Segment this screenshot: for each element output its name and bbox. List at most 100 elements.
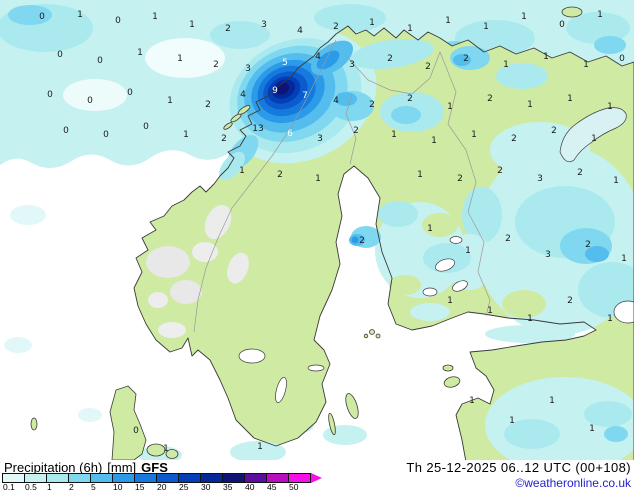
legend-cell (91, 474, 113, 482)
precip-value: 1 (607, 314, 613, 324)
legend-bar (2, 473, 311, 483)
map-canvas: 0 1 0 1 1 2 3 4 2 1 1 1 1 1 0 1 0 0 1 1 2 3 5 4 3 2 2 2 1 1 1 0 0 0 0 1 2 4 9 7… (0, 0, 634, 473)
precip-value: 0 (115, 16, 121, 26)
precip-value: 2 (567, 296, 573, 306)
precip-value: 0 (143, 122, 149, 132)
precip-value: 1 (597, 10, 603, 20)
waterbodies-layer (238, 107, 634, 403)
precip-value: 2 (353, 126, 359, 136)
precip-value: 1 (177, 54, 183, 64)
legend-cell (223, 474, 245, 482)
legend-cell (179, 474, 201, 482)
precip-value: 1 (445, 16, 451, 26)
precip-value: 2 (369, 100, 375, 110)
precip-value: 1 (137, 48, 143, 58)
precip-value: 1 (257, 442, 263, 452)
land-precipitation-layer (118, 29, 634, 473)
legend-cell (157, 474, 179, 482)
legend-label: 0.1 (3, 482, 15, 492)
precip-value: 6 (287, 129, 293, 139)
precip-value: 3 (317, 134, 323, 144)
precip-value: 1 (607, 102, 613, 112)
precip-value: 1 (431, 136, 437, 146)
precip-value: 3 (261, 20, 267, 30)
precip-value: 0 (103, 130, 109, 140)
precip-value: 1 (549, 396, 555, 406)
legend-labels: 0.1 0.5 1 2 5 10 15 20 25 30 35 40 45 50 (3, 482, 343, 492)
legend-label: 40 (245, 482, 255, 492)
precip-value: 7 (302, 91, 308, 101)
legend-label: 35 (223, 482, 233, 492)
unit-label: [mm] (107, 460, 137, 475)
copyright-link[interactable]: ©weatheronline.co.uk (515, 476, 631, 490)
precip-value: 2 (497, 166, 503, 176)
precip-value: 1 (163, 444, 169, 454)
precip-value: 4 (315, 52, 321, 62)
precip-value: 2 (407, 94, 413, 104)
legend-cell (135, 474, 157, 482)
precip-value: 1 (417, 170, 423, 180)
precip-value: 0 (47, 90, 53, 100)
datetime-label: Th 25-12-2025 06..12 UTC (00+108) (406, 460, 631, 475)
mountain-shading-layer (146, 204, 249, 338)
precip-value: 0 (133, 426, 139, 436)
legend-label: 25 (179, 482, 189, 492)
precipitation-map: 0 1 0 1 1 2 3 4 2 1 1 1 1 1 0 1 0 0 1 1 2 3 5 4 3 2 2 2 1 1 1 0 0 0 0 1 2 4 9 7… (0, 0, 634, 473)
legend-cell (289, 474, 310, 482)
precip-value: 1 (465, 246, 471, 256)
precip-value: 1 (527, 100, 533, 110)
legend-label: 5 (91, 482, 96, 492)
precip-value: 0 (87, 96, 93, 106)
precip-value: 2 (505, 234, 511, 244)
precip-value: 13 (252, 124, 263, 134)
precip-value: 1 (447, 296, 453, 306)
white-sea (559, 107, 627, 163)
precip-value: 1 (183, 130, 189, 140)
precip-value: 1 (407, 24, 413, 34)
precip-value: 2 (511, 134, 517, 144)
precip-value: 4 (240, 90, 246, 100)
legend-label: 20 (157, 482, 167, 492)
precip-value: 2 (225, 24, 231, 34)
precip-value: 1 (527, 314, 533, 324)
legend-cell (113, 474, 135, 482)
precip-value: 9 (272, 86, 278, 96)
legend-cell (69, 474, 91, 482)
precip-value: 2 (585, 240, 591, 250)
precip-value: 3 (349, 60, 355, 70)
precip-value: 1 (239, 166, 245, 176)
norway-sweden-border (193, 39, 337, 333)
precip-value: 1 (152, 12, 158, 22)
islands-layer (30, 6, 583, 461)
legend-label: 30 (201, 482, 211, 492)
precip-value: 1 (591, 134, 597, 144)
sweden-finland-border (345, 93, 357, 165)
precip-value: 3 (537, 174, 543, 184)
legend-cell (47, 474, 69, 482)
precip-value: 2 (205, 100, 211, 110)
legend-label: 0.5 (25, 482, 37, 492)
precip-values-layer: 0 1 0 1 1 2 3 4 2 1 1 1 1 1 0 1 0 0 1 1 2 3 5 4 3 2 2 2 1 1 1 0 0 0 0 1 2 4 9 7… (39, 10, 627, 454)
precip-value: 1 (471, 130, 477, 140)
precip-value: 2 (277, 170, 283, 180)
lake-ladoga (613, 300, 634, 324)
model-label: GFS (141, 460, 168, 475)
precip-value: 2 (221, 134, 227, 144)
precip-value: 0 (559, 20, 565, 30)
legend-label: 10 (113, 482, 123, 492)
precip-value: 1 (189, 20, 195, 30)
precip-value: 0 (39, 12, 45, 22)
precip-value: 1 (589, 424, 595, 434)
legend-cell (3, 474, 25, 482)
precip-value: 1 (567, 94, 573, 104)
footer-bar: Precipitation (6h) [mm] GFS Th 25-12-2025 … (0, 460, 634, 492)
precip-value: 1 (613, 176, 619, 186)
precip-value: 2 (487, 94, 493, 104)
legend-label: 45 (267, 482, 277, 492)
legend-cell (201, 474, 223, 482)
precip-value: 1 (509, 416, 515, 426)
precip-value: 1 (621, 254, 627, 264)
precip-value: 0 (63, 126, 69, 136)
legend-cell (267, 474, 289, 482)
precip-value: 2 (551, 126, 557, 136)
